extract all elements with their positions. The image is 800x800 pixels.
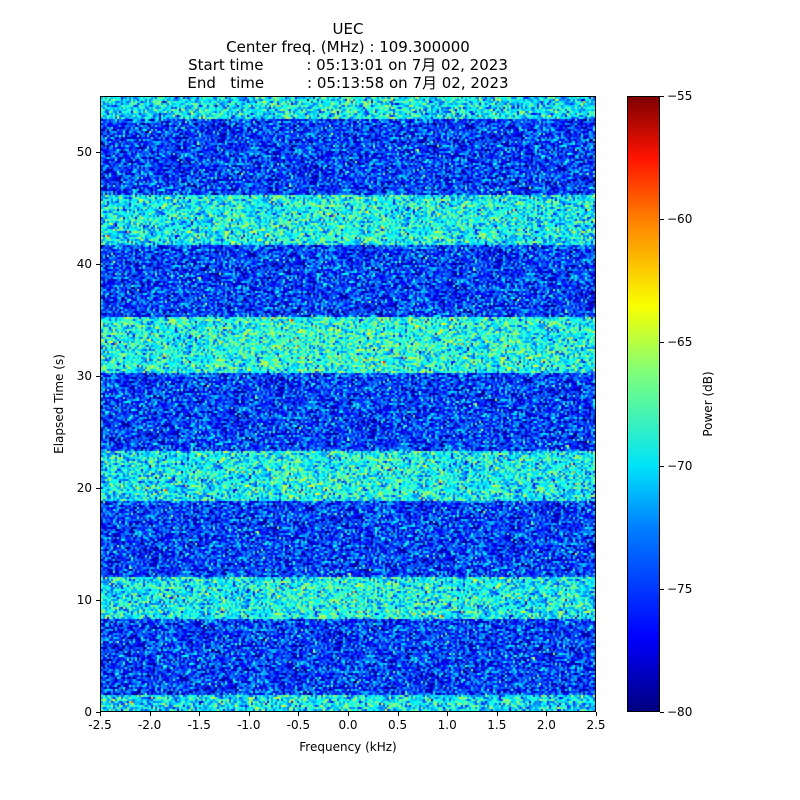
x-tick (297, 712, 299, 716)
colorbar-tick (660, 218, 664, 220)
chart-title-line-2: Center freq. (MHz) : 109.300000 (226, 38, 470, 56)
x-tick (545, 712, 547, 716)
colorbar-tick (660, 95, 664, 97)
x-tick-label: -1.5 (187, 718, 211, 732)
x-tick (595, 712, 597, 716)
x-tick-label: 0.5 (388, 718, 408, 732)
x-tick (446, 712, 448, 716)
y-tick (96, 151, 100, 153)
chart-title-line-1: UEC (332, 20, 364, 38)
x-axis-label: Frequency (kHz) (299, 740, 397, 754)
colorbar-tick-label: −65 (667, 335, 693, 350)
colorbar-tick-label: −55 (667, 89, 693, 103)
x-tick-label: -2.0 (137, 718, 162, 732)
x-tick (198, 712, 200, 716)
spectrogram-heatmap (101, 97, 595, 711)
y-tick (96, 263, 100, 265)
x-tick (99, 712, 101, 716)
x-tick-label: -2.5 (88, 718, 112, 732)
x-tick (397, 712, 399, 716)
x-tick (149, 712, 151, 716)
x-tick-label: 0.0 (338, 718, 358, 732)
x-tick-label: -1.0 (237, 718, 261, 732)
y-tick-label: 40 (76, 257, 92, 271)
colorbar-tick (660, 711, 664, 713)
x-tick-label: -0.5 (286, 718, 311, 732)
chart-title-line-3: Start time : 05:13:01 on 7月 02, 2023 (188, 56, 508, 74)
colorbar-tick-label: −80 (667, 705, 693, 719)
y-axis-label: Elapsed Time (s) (52, 354, 66, 454)
y-tick-label: 10 (76, 593, 92, 607)
colorbar-label: Power (dB) (701, 371, 715, 437)
colorbar-tick (660, 465, 664, 467)
colorbar-tick-label: −60 (667, 212, 693, 227)
x-tick-label: 2.0 (536, 718, 556, 732)
colorbar-tick-label: −75 (667, 581, 693, 596)
y-tick-label: 50 (76, 145, 92, 159)
y-tick (96, 487, 100, 489)
x-tick-label: 1.0 (437, 718, 457, 732)
spectrogram-plot-area (100, 96, 596, 712)
x-tick (347, 712, 349, 716)
colorbar-tick-label: −70 (667, 458, 693, 473)
x-tick (248, 712, 250, 716)
x-tick-label: 1.5 (487, 718, 507, 732)
y-tick (96, 599, 100, 601)
x-tick-label: 2.5 (586, 718, 606, 732)
y-tick-label: 30 (76, 369, 92, 383)
chart-title-line-4: End time : 05:13:58 on 7月 02, 2023 (187, 74, 509, 92)
x-tick (496, 712, 498, 716)
y-tick (96, 375, 100, 377)
colorbar (627, 96, 660, 712)
y-tick-label: 0 (84, 705, 92, 719)
y-tick (96, 711, 100, 713)
colorbar-tick (660, 341, 664, 343)
y-tick-label: 20 (76, 481, 92, 495)
colorbar-tick (660, 588, 664, 590)
